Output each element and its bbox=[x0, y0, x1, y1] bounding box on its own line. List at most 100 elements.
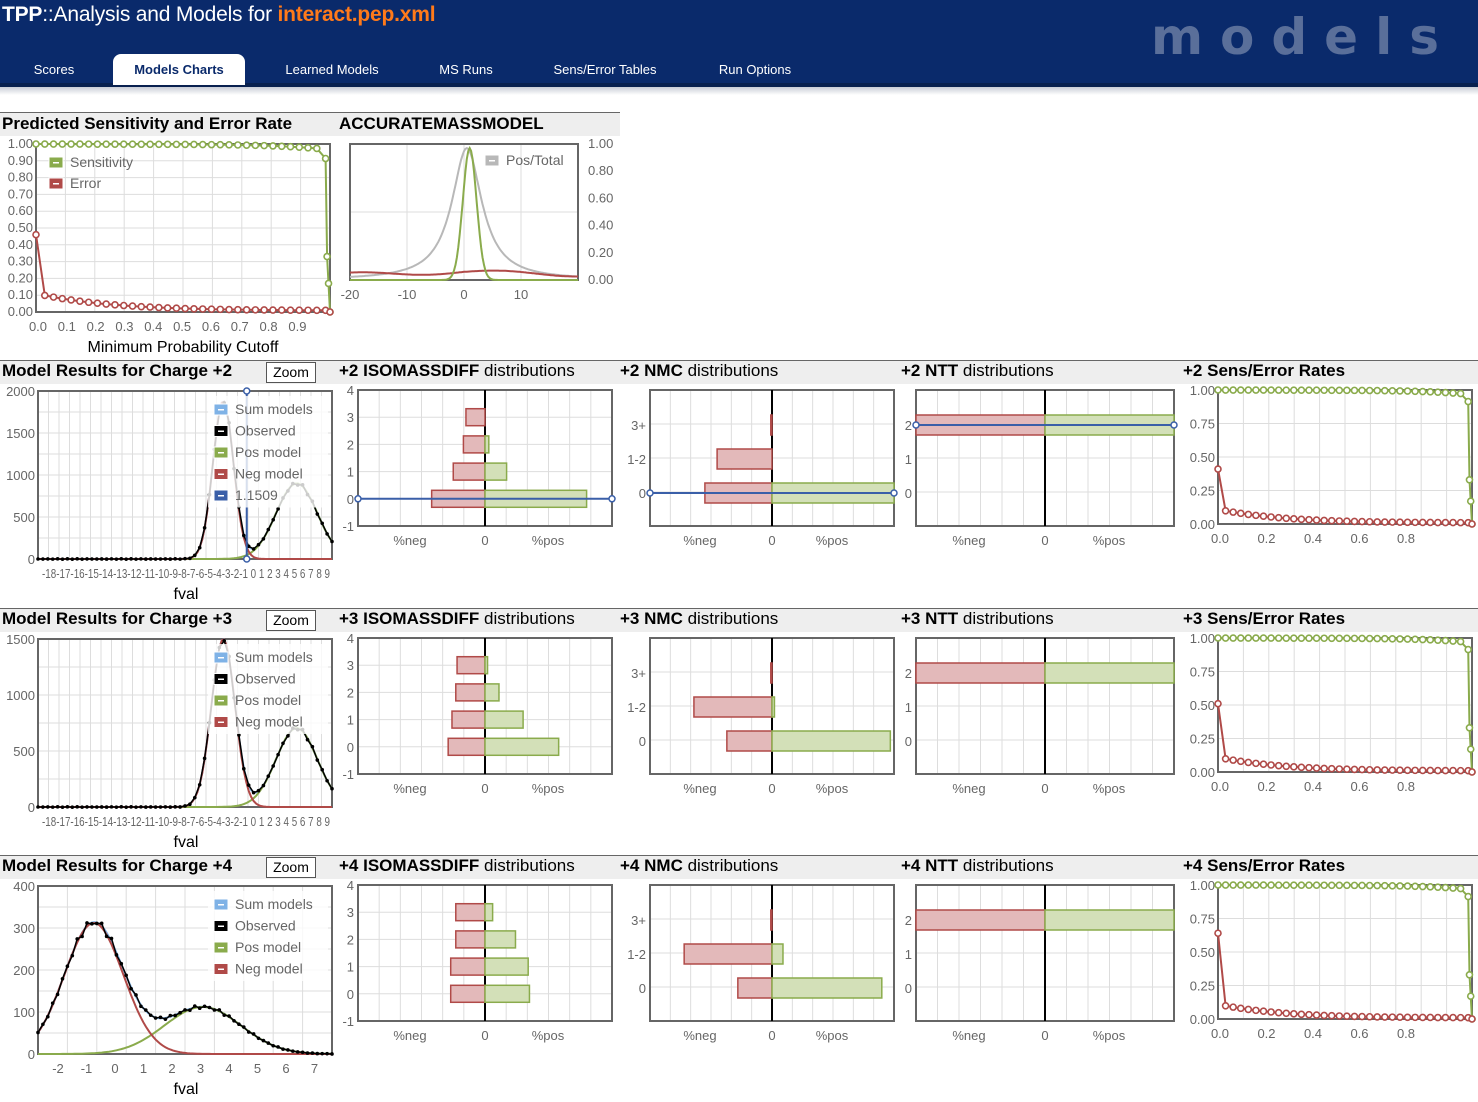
x-tick: %pos bbox=[816, 781, 849, 796]
neg-bar bbox=[770, 414, 773, 436]
y-tick: 0 bbox=[639, 981, 646, 996]
sensitivity-point bbox=[1350, 386, 1359, 395]
predicted-sensitivity-chart: 1.000.900.800.700.600.500.400.300.200.10… bbox=[8, 136, 334, 356]
y-tick: 3+ bbox=[631, 418, 646, 433]
observed-point bbox=[158, 557, 163, 561]
error-point bbox=[1259, 512, 1268, 521]
error-point bbox=[1305, 1010, 1313, 1019]
y-tick: 500 bbox=[13, 510, 35, 525]
observed-point bbox=[256, 542, 261, 547]
observed-point bbox=[242, 766, 246, 771]
y-tick: 1 bbox=[905, 700, 912, 715]
error-point bbox=[1244, 510, 1253, 519]
observed-point bbox=[109, 557, 114, 561]
y-tick: 0 bbox=[639, 486, 646, 501]
observed-point bbox=[178, 557, 182, 561]
x-tick: 1 bbox=[140, 1061, 147, 1076]
pos-bar bbox=[1044, 662, 1175, 684]
tab-models-charts[interactable]: Models Charts bbox=[113, 54, 245, 85]
observed-point bbox=[202, 1004, 207, 1009]
sensitivity-point bbox=[1229, 386, 1237, 394]
observed-point bbox=[295, 1050, 300, 1054]
zoom-button[interactable]: Zoom bbox=[266, 362, 316, 383]
isomassdiff-chart: 4 3 2 1 0 -1 %neg 0 %pos bbox=[342, 383, 616, 548]
sensitivity-point bbox=[84, 140, 93, 148]
error-point bbox=[1236, 509, 1245, 518]
tab-ms-runs[interactable]: MS Runs bbox=[439, 62, 493, 77]
sensitivity-point bbox=[40, 140, 49, 148]
error-point bbox=[1305, 515, 1313, 524]
error-point bbox=[1396, 1013, 1404, 1022]
nmc-chart: 3+ 1-2 0 %neg 0 %pos bbox=[627, 637, 895, 796]
y-tick: 0.00 bbox=[1190, 765, 1215, 780]
error-point bbox=[1229, 1003, 1237, 1011]
error-point bbox=[1267, 1008, 1275, 1016]
observed-point bbox=[114, 953, 119, 957]
error-point bbox=[1434, 766, 1442, 775]
ntt-title: +3 NTT distributions bbox=[901, 609, 1054, 628]
observed-point bbox=[212, 1008, 217, 1012]
error-point bbox=[1358, 517, 1366, 526]
error-point bbox=[163, 304, 172, 312]
error-point bbox=[1449, 518, 1457, 527]
y-tick: 0 bbox=[28, 552, 35, 567]
sensitivity-point bbox=[1221, 881, 1230, 889]
tab-run-options[interactable]: Run Options bbox=[718, 62, 792, 77]
error-point bbox=[137, 302, 146, 311]
legend-neg-model-swatch-mark bbox=[218, 968, 224, 970]
top-section-bar bbox=[0, 112, 620, 136]
sensitivity-point bbox=[163, 140, 172, 149]
tab-sens-error-tables[interactable]: Sens/Error Tables bbox=[553, 62, 657, 77]
observed-point bbox=[99, 921, 104, 926]
error-point bbox=[1312, 1011, 1321, 1019]
observed-point bbox=[266, 1041, 271, 1045]
y-tick: 1500 bbox=[6, 632, 35, 647]
x-axis-label: fval bbox=[174, 586, 199, 603]
observed-point bbox=[168, 805, 173, 809]
y-tick: 0.50 bbox=[1190, 450, 1215, 465]
x-tick: %pos bbox=[1093, 1028, 1126, 1043]
observed-point bbox=[104, 805, 109, 809]
observed-point bbox=[85, 921, 89, 925]
sensitivity-point bbox=[323, 252, 331, 261]
neg-bar bbox=[465, 407, 486, 427]
y-tick: 3 bbox=[347, 410, 354, 425]
legend-pos-total-swatch-mark bbox=[489, 160, 495, 162]
sensitivity-point bbox=[321, 154, 330, 163]
error-point bbox=[1214, 699, 1222, 708]
observed-point bbox=[163, 557, 168, 561]
error-point bbox=[1252, 511, 1260, 520]
error-point bbox=[1274, 1008, 1283, 1017]
error-point bbox=[295, 306, 304, 315]
sensitivity-point bbox=[137, 140, 146, 149]
zoom-button[interactable]: Zoom bbox=[266, 610, 316, 631]
neg-bar bbox=[449, 957, 486, 976]
isomassdiff-title: +4 ISOMASSDIFF distributions bbox=[339, 856, 575, 875]
observed-point bbox=[246, 544, 251, 549]
observed-point bbox=[36, 1030, 40, 1035]
y-tick: 0.25 bbox=[1190, 484, 1215, 499]
x-tick: 0.8 bbox=[260, 319, 278, 334]
observed-point bbox=[193, 553, 197, 558]
error-point bbox=[1449, 1013, 1457, 1022]
error-point bbox=[1380, 766, 1389, 774]
error-point bbox=[1350, 765, 1359, 774]
observed-point bbox=[266, 527, 271, 532]
tab-scores[interactable]: Scores bbox=[33, 62, 75, 77]
error-point bbox=[1396, 518, 1404, 527]
observed-point bbox=[139, 805, 143, 809]
sensitivity-point bbox=[128, 140, 137, 149]
x-tick: 0.8 bbox=[1397, 779, 1415, 794]
tab-learned-models[interactable]: Learned Models bbox=[285, 62, 379, 77]
error-point bbox=[1221, 1001, 1230, 1010]
y-tick: 0.90 bbox=[8, 153, 33, 168]
observed-point bbox=[246, 783, 251, 787]
y-tick: 0.50 bbox=[8, 220, 33, 235]
error-point bbox=[1297, 515, 1306, 524]
model-results-title: Model Results for Charge +3 bbox=[2, 609, 233, 628]
legend-pos-model-swatch-mark bbox=[218, 947, 224, 949]
sensitivity-point bbox=[1441, 636, 1450, 645]
sens-error-rates-title: +2 Sens/Error Rates bbox=[1183, 361, 1346, 380]
zoom-button[interactable]: Zoom bbox=[266, 857, 316, 878]
observed-point bbox=[80, 934, 84, 939]
